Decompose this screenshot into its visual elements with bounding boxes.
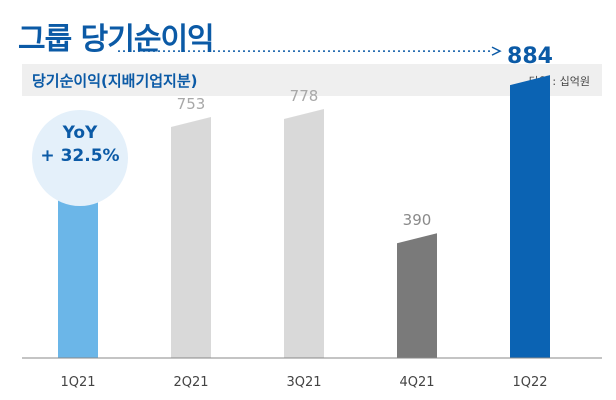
tick-label-2Q21: 2Q21 xyxy=(173,375,208,390)
yoy-label: YoY xyxy=(62,123,98,143)
bar-1Q22 xyxy=(510,75,550,359)
yoy-bubble: YoY + 32.5% xyxy=(32,110,128,206)
bar-2Q21 xyxy=(171,117,211,358)
yoy-arrow xyxy=(118,46,502,56)
yoy-value: + 32.5% xyxy=(40,146,120,166)
subtitle-bar: 당기순이익(지배기업지분) 단위 : 십억원 xyxy=(22,64,602,96)
bar-3Q21 xyxy=(284,109,324,358)
bars-group xyxy=(58,75,550,359)
value-label-1Q22: 884 xyxy=(507,44,553,69)
yoy-arrow-head xyxy=(491,46,502,56)
bar-4Q21 xyxy=(397,233,437,358)
value-label-3Q21: 778 xyxy=(290,87,319,105)
value-label-4Q21: 390 xyxy=(403,211,432,229)
tick-label-1Q21: 1Q21 xyxy=(60,375,95,390)
value-label-2Q21: 753 xyxy=(177,95,206,113)
tick-label-3Q21: 3Q21 xyxy=(286,375,321,390)
tick-label-4Q21: 4Q21 xyxy=(399,375,434,390)
chart-subtitle: 당기순이익(지배기업지분) xyxy=(32,72,198,90)
page-title: 그룹 당기순이익 xyxy=(18,22,215,57)
tick-label-1Q22: 1Q22 xyxy=(512,375,547,390)
